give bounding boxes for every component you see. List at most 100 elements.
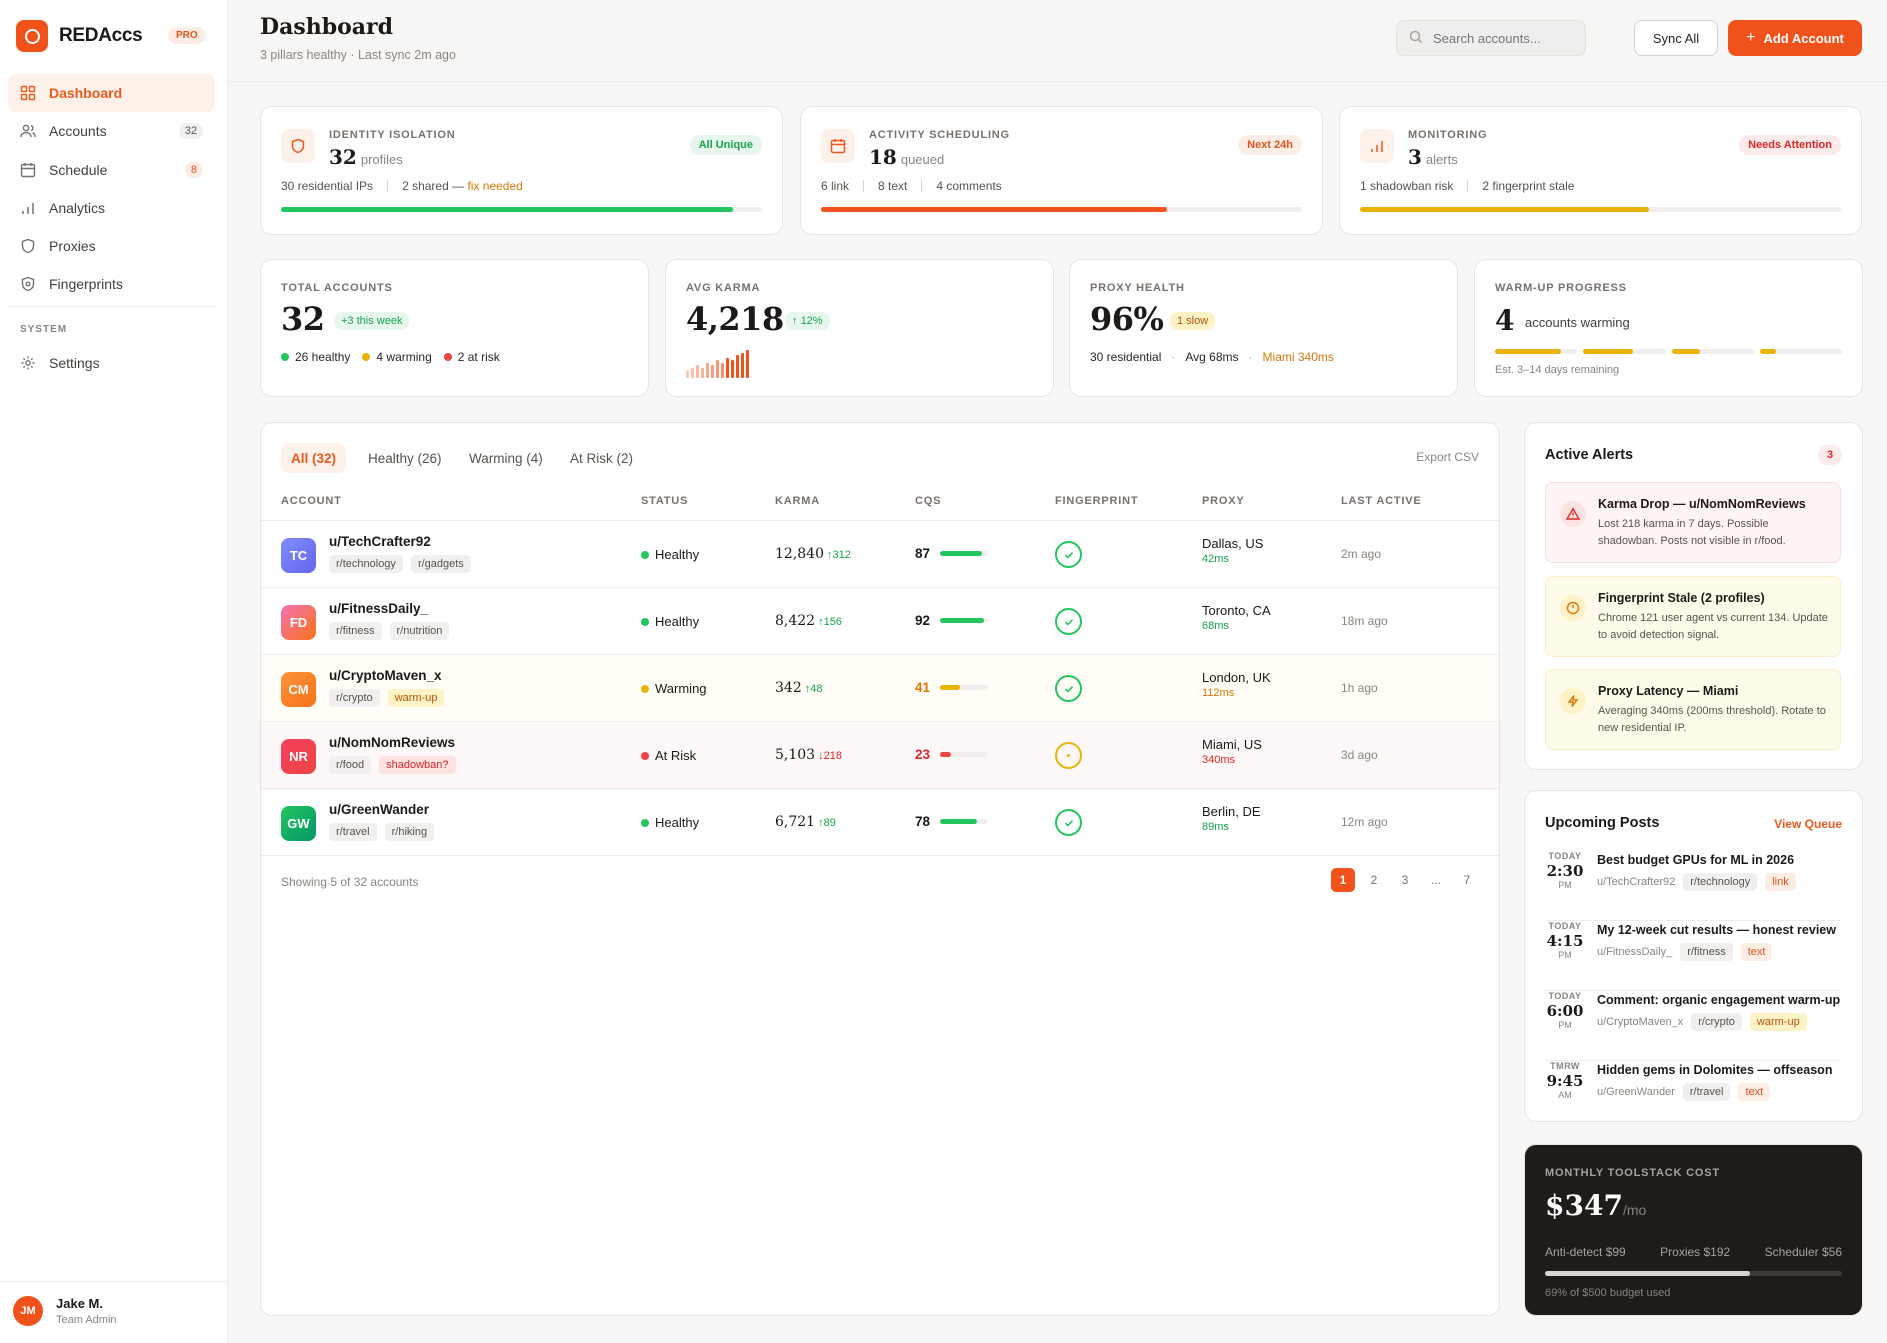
pillar-detail: 6 link 8 text 4 comments — [821, 179, 1002, 193]
pillar-monitoring[interactable]: MONITORING 3 alerts Needs Attention 1 sha… — [1339, 106, 1862, 235]
avatar: GW — [281, 806, 316, 841]
karma-value: 342 ↑48 — [775, 680, 822, 696]
sync-all-button[interactable]: Sync All — [1634, 20, 1718, 56]
cqs-number: 23 — [915, 747, 931, 762]
karma-value: 12,840 ↑312 — [775, 546, 851, 562]
check-icon — [1055, 541, 1082, 568]
cqs-bar — [940, 685, 989, 690]
status-badge: All Unique — [689, 135, 762, 155]
sidebar-item-analytics[interactable]: Analytics — [8, 189, 215, 227]
sparkline-bar — [716, 360, 719, 378]
cqs-fill — [940, 551, 982, 556]
detail-text: Avg 68ms — [1185, 350, 1239, 364]
user-profile[interactable]: JM Jake M. Team Admin — [0, 1281, 228, 1343]
user-role: Team Admin — [56, 1314, 117, 1326]
cqs-score: 41 — [915, 680, 989, 695]
column-header[interactable]: LAST ACTIVE — [1341, 495, 1422, 507]
cqs-score: 87 — [915, 546, 989, 561]
table-row[interactable]: TC u/TechCrafter92 r/technology r/gadgets… — [261, 520, 1499, 587]
proxy-latency: 42ms — [1202, 553, 1229, 565]
post-item[interactable]: TODAY 6:00 PM Comment: organic engagement … — [1545, 991, 1841, 1061]
fix-needed-link[interactable]: fix needed — [467, 179, 523, 193]
view-queue-link[interactable]: View Queue — [1774, 817, 1842, 831]
page-ellipsis: ... — [1430, 873, 1441, 887]
alert-item[interactable]: Fingerprint Stale (2 profiles) Chrome 12… — [1545, 576, 1841, 657]
post-item[interactable]: TODAY 4:15 PM My 12-week cut results — hon… — [1545, 921, 1841, 991]
search-box[interactable] — [1396, 20, 1586, 56]
sidebar-item-label: Analytics — [49, 200, 106, 216]
subreddit-tag: r/food — [329, 756, 372, 774]
stat-badge: +3 this week — [334, 312, 410, 330]
stat-value: 4 — [1495, 304, 1514, 337]
search-input[interactable] — [1433, 30, 1573, 46]
sidebar-item-schedule[interactable]: Schedule 8 — [8, 151, 215, 189]
subreddit-tag: r/technology — [329, 555, 403, 573]
subreddit-tag: r/crypto — [1691, 1013, 1742, 1031]
export-csv-button[interactable]: Export CSV — [1416, 450, 1479, 464]
alert-item[interactable]: Karma Drop — u/NomNomReviews Lost 218 ka… — [1545, 482, 1841, 563]
sparkline-bar — [731, 360, 734, 378]
page-button[interactable]: 7 — [1463, 873, 1471, 887]
slow-proxy-text: Miami 340ms — [1262, 350, 1334, 364]
cqs-bar — [940, 618, 989, 623]
warmup-fill — [1759, 349, 1777, 354]
warmup-fill — [1583, 349, 1633, 354]
panel-title: Active Alerts — [1545, 447, 1634, 463]
page-button[interactable]: 3 — [1401, 873, 1409, 887]
brand[interactable]: REDAccs — [16, 20, 143, 52]
add-account-button[interactable]: + Add Account — [1728, 20, 1862, 56]
column-header[interactable]: FINGERPRINT — [1055, 495, 1139, 507]
proxy-latency: 89ms — [1202, 821, 1229, 833]
column-header[interactable]: PROXY — [1202, 495, 1245, 507]
table-row[interactable]: FD u/FitnessDaily_ r/fitness r/nutrition … — [261, 587, 1499, 654]
status-text: At Risk — [655, 748, 697, 763]
post-item[interactable]: TMRW 9:45 AM Hidden gems in Dolomites — of… — [1545, 1061, 1841, 1131]
karma-value: 6,721 ↑89 — [775, 814, 836, 830]
count-badge: 32 — [178, 123, 203, 139]
tab-warming[interactable]: Warming (4) — [469, 450, 543, 466]
sparkline-bar — [686, 370, 689, 378]
column-header[interactable]: CQS — [915, 495, 942, 507]
sidebar-item-label: Schedule — [49, 162, 108, 178]
column-header[interactable]: ACCOUNT — [281, 495, 342, 507]
tab-healthy[interactable]: Healthy (26) — [368, 450, 442, 466]
stat-detail: 26 healthy 4 warming 2 at risk — [281, 350, 500, 364]
post-ampm: PM — [1558, 950, 1572, 960]
tab-at-risk[interactable]: At Risk (2) — [570, 450, 634, 466]
status-text: Healthy — [655, 614, 700, 629]
sparkline-bar — [736, 355, 739, 378]
sidebar-item-proxies[interactable]: Proxies — [8, 227, 215, 265]
alert-item[interactable]: Proxy Latency — Miami Averaging 340ms (2… — [1545, 669, 1841, 750]
sidebar-item-settings[interactable]: Settings — [8, 344, 215, 382]
sparkline-bar — [696, 365, 699, 378]
table-row[interactable]: CM u/CryptoMaven_x r/crypto warm-up Warmi… — [261, 654, 1499, 721]
tab-all[interactable]: All (32) — [281, 443, 347, 473]
account-name[interactable]: u/NomNomReviews — [329, 735, 456, 750]
pillar-identity[interactable]: IDENTITY ISOLATION 32 profiles All Unique… — [260, 106, 783, 235]
account-name[interactable]: u/CryptoMaven_x — [329, 668, 442, 683]
warmup-bars — [1495, 349, 1842, 354]
post-type-tag: text — [1740, 943, 1773, 961]
proxy-latency: 68ms — [1202, 620, 1229, 632]
stat-warmup-progress: WARM-UP PROGRESS 4 accounts warming Est.… — [1474, 259, 1863, 397]
alert-count-badge: 3 — [1818, 445, 1842, 465]
sidebar-item-fingerprints[interactable]: Fingerprints — [8, 265, 215, 303]
calendar-icon — [20, 162, 36, 178]
post-type-tag: link — [1765, 873, 1796, 891]
column-header[interactable]: KARMA — [775, 495, 820, 507]
page-button[interactable]: 2 — [1370, 873, 1378, 887]
account-name[interactable]: u/FitnessDaily_ — [329, 601, 429, 616]
bar-chart-icon — [1360, 129, 1394, 163]
sidebar-item-dashboard[interactable]: Dashboard — [8, 74, 215, 112]
account-name[interactable]: u/GreenWander — [329, 802, 430, 817]
pillar-scheduling[interactable]: ACTIVITY SCHEDULING 18 queued Next 24h 6 … — [800, 106, 1323, 235]
page-button[interactable]: 1 — [1331, 868, 1355, 892]
column-header[interactable]: STATUS — [641, 495, 689, 507]
sidebar-item-accounts[interactable]: Accounts 32 — [8, 112, 215, 150]
account-name[interactable]: u/TechCrafter92 — [329, 534, 431, 549]
last-active: 12m ago — [1341, 815, 1388, 829]
cqs-bar — [940, 551, 989, 556]
table-row[interactable]: NR u/NomNomReviews r/food shadowban? At R… — [261, 721, 1499, 788]
table-row[interactable]: GW u/GreenWander r/travel r/hiking Health… — [261, 788, 1499, 855]
post-item[interactable]: TODAY 2:30 PM Best budget GPUs for ML in 2… — [1545, 851, 1841, 921]
